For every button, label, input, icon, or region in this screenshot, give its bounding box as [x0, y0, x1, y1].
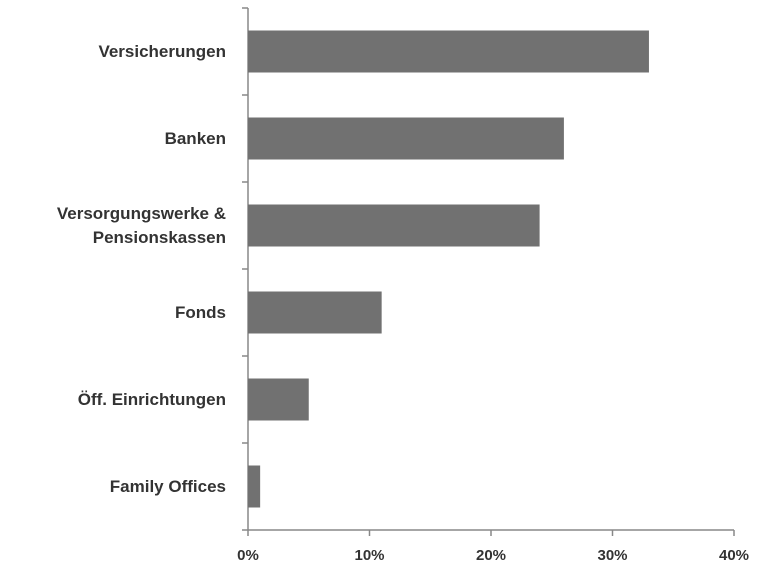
x-tick-label: 10%	[354, 547, 384, 564]
y-tick-label: Öff. Einrichtungen	[77, 389, 226, 409]
y-tick-label: Versicherungen	[98, 41, 226, 61]
bar	[248, 378, 309, 421]
bar	[248, 204, 540, 247]
bar	[248, 291, 382, 334]
bar	[248, 117, 564, 160]
y-tick-label: Versorgungswerke & Pensionskassen	[56, 203, 226, 247]
bar	[248, 30, 649, 73]
y-tick-label: Family Offices	[109, 476, 226, 496]
x-tick-label: 40%	[719, 547, 749, 564]
y-tick-label: Fonds	[175, 302, 226, 322]
x-tick-label: 0%	[237, 547, 259, 564]
x-tick-label: 30%	[597, 547, 627, 564]
x-tick-label: 20%	[476, 547, 506, 564]
bar	[248, 465, 261, 508]
y-tick-label: Banken	[164, 128, 226, 148]
